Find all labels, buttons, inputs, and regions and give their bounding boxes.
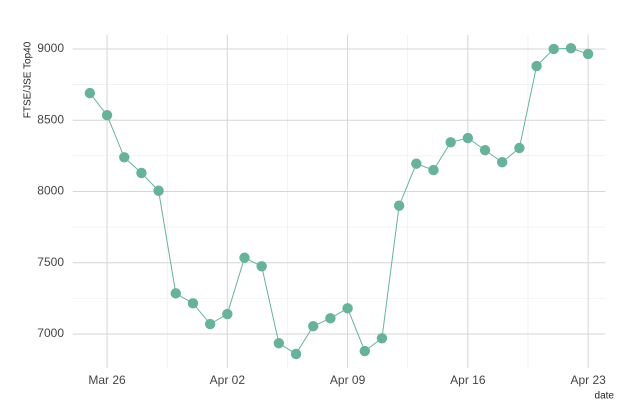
point — [325, 313, 336, 324]
point — [170, 288, 181, 299]
x-tick-label: Apr 23 — [570, 373, 606, 387]
point — [187, 298, 199, 309]
point — [445, 137, 456, 148]
point — [239, 252, 250, 263]
point — [84, 87, 96, 99]
point — [273, 338, 285, 349]
point — [428, 164, 439, 176]
x-tick-label: Apr 02 — [210, 373, 246, 387]
point — [359, 345, 370, 357]
point — [462, 132, 474, 144]
point — [548, 43, 559, 55]
point — [393, 200, 405, 211]
point — [308, 320, 319, 332]
y-tick-label: 7500 — [37, 255, 64, 269]
point — [153, 185, 164, 196]
y-tick-label: 9000 — [37, 41, 64, 55]
point — [136, 167, 147, 179]
point — [342, 303, 353, 314]
point — [411, 158, 422, 169]
point — [497, 157, 508, 168]
x-axis-label: date — [595, 391, 615, 402]
point — [565, 43, 577, 54]
y-axis-label: FTSE/JSE Top40 — [23, 41, 34, 118]
x-tick-label: Apr 16 — [450, 373, 486, 387]
y-tick-label: 8000 — [37, 184, 64, 198]
y-tick-label: 7000 — [37, 326, 64, 340]
point — [376, 333, 388, 344]
point — [222, 308, 233, 320]
point — [256, 261, 267, 272]
point — [479, 144, 491, 156]
point — [514, 142, 525, 154]
x-tick-label: Mar 26 — [88, 373, 126, 387]
line — [89, 47, 589, 355]
point — [531, 60, 542, 72]
point — [119, 152, 130, 163]
point — [204, 318, 216, 330]
point — [101, 110, 113, 121]
point — [582, 48, 594, 60]
point — [290, 348, 302, 360]
y-tick-label: 8500 — [37, 112, 64, 126]
x-tick-label: Apr 09 — [330, 373, 366, 387]
